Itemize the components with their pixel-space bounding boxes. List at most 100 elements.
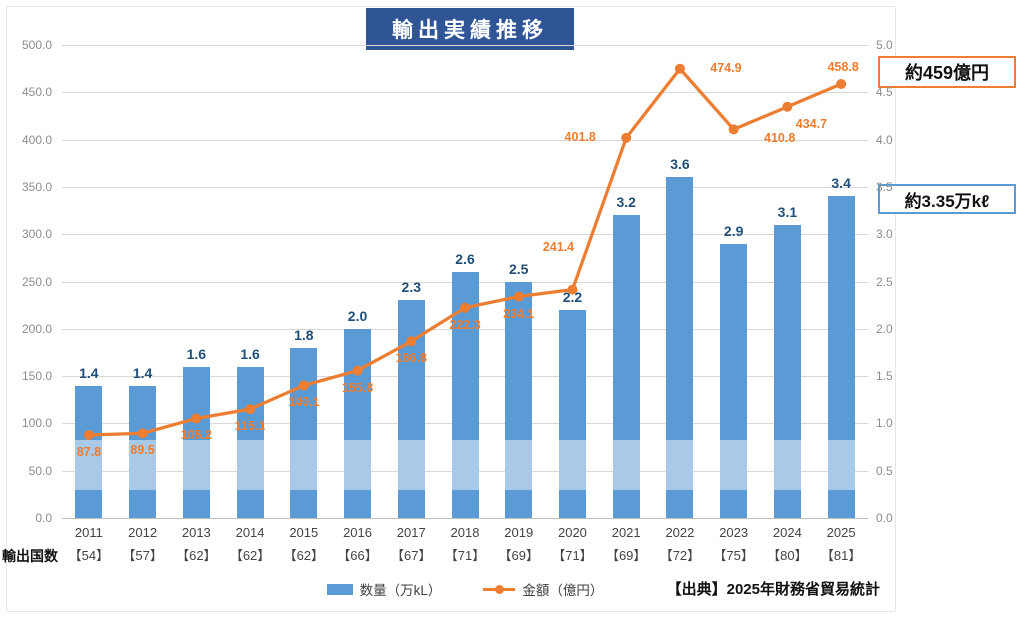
quantity-bar-value: 1.6 <box>186 345 207 362</box>
quantity-bar <box>666 177 694 518</box>
quantity-bar-value: 2.9 <box>723 222 744 239</box>
quantity-bar <box>558 309 586 518</box>
x-axis-country-count-label: 【67】 <box>391 548 432 563</box>
amount-line-value: 87.8 <box>76 444 102 459</box>
quantity-bar <box>773 224 801 518</box>
y-left-tick-label: 200.0 <box>21 321 52 336</box>
amount-line-value: 186.8 <box>395 351 427 366</box>
amount-callout: 約459億円 <box>878 56 1016 88</box>
x-axis-year-label: 2012 <box>128 525 158 540</box>
y-right-tick-label: 0.5 <box>876 463 893 478</box>
y-left-tick-label: 0.0 <box>35 511 52 525</box>
quantity-bar <box>451 272 479 518</box>
y-right-tick-label: 4.0 <box>876 132 893 147</box>
x-axis-country-count-label: 【71】 <box>444 548 486 563</box>
x-axis-year-label: 2020 <box>557 525 587 540</box>
amount-line-value: 155.8 <box>341 380 374 395</box>
line-series-swatch-icon <box>483 584 516 594</box>
quantity-bar-value: 2.5 <box>508 260 529 277</box>
amount-line-value: 222.3 <box>449 317 481 332</box>
x-axis-year-label: 2022 <box>665 525 695 540</box>
x-axis-year-label: 2017 <box>396 525 426 540</box>
legend-label-quantity: 数量（万kL） <box>359 583 442 598</box>
x-axis-country-count-label: 【71】 <box>552 548 593 563</box>
y-right-tick-label: 5.0 <box>876 38 893 52</box>
y-left-tick-label: 450.0 <box>21 85 52 100</box>
quantity-bar <box>397 300 425 518</box>
x-axis-year-label: 2018 <box>450 525 480 540</box>
chart-frame <box>6 6 896 612</box>
y-right-tick-label: 0.0 <box>876 511 893 525</box>
quantity-bar-value: 2.3 <box>401 279 421 296</box>
x-axis-country-count-label: 【66】 <box>337 548 378 563</box>
x-axis-country-count-label: 【62】 <box>283 548 325 563</box>
amount-line-value: 241.4 <box>542 239 575 254</box>
export-countries-label: 輸出国数 <box>2 548 58 564</box>
y-left-tick-label: 300.0 <box>21 227 52 242</box>
y-left-tick-label: 150.0 <box>21 369 52 384</box>
x-axis-year-label: 2016 <box>343 525 372 540</box>
x-axis-year-label: 2021 <box>611 525 641 540</box>
quantity-bar-value: 1.6 <box>240 345 260 362</box>
quantity-bar-value: 3.6 <box>670 156 690 173</box>
quantity-bar-value: 3.2 <box>616 194 636 211</box>
amount-line-value: 474.9 <box>710 60 742 75</box>
y-right-tick-label: 1.5 <box>876 369 893 384</box>
x-axis-country-count-label: 【62】 <box>229 548 271 563</box>
x-axis-country-count-label: 【54】 <box>68 548 110 563</box>
amount-line-value: 434.7 <box>795 116 828 131</box>
amount-line-value: 410.8 <box>764 131 796 146</box>
amount-line-value: 105.2 <box>180 428 212 443</box>
quantity-bar-value: 1.8 <box>294 326 314 343</box>
x-axis-year-label: 2011 <box>74 525 103 540</box>
x-axis-country-count-label: 【62】 <box>176 548 217 563</box>
y-right-tick-label: 3.0 <box>876 227 893 242</box>
y-right-tick-label: 4.5 <box>876 85 893 100</box>
y-left-tick-label: 100.0 <box>21 416 52 431</box>
x-axis-year-label: 2025 <box>826 525 856 540</box>
legend-label-amount: 金額（億円） <box>522 583 604 598</box>
amount-line-value: 234.1 <box>503 306 535 321</box>
y-right-tick-label: 3.5 <box>876 179 893 194</box>
y-left-tick-label: 250.0 <box>21 274 52 289</box>
x-axis-country-count-label: 【69】 <box>498 548 539 563</box>
quantity-bar-value: 2.2 <box>562 288 583 305</box>
source-note: 【出典】2025年財務省貿易統計 <box>666 581 880 598</box>
quantity-bar-value: 3.1 <box>777 203 798 220</box>
quantity-bar-value: 1.4 <box>132 364 153 381</box>
x-axis-year-label: 2015 <box>289 525 319 540</box>
quantity-bar <box>344 328 372 518</box>
y-right-tick-label: 2.0 <box>876 321 893 336</box>
amount-line-value: 401.8 <box>564 129 596 144</box>
amount-line-value: 140.1 <box>288 395 320 410</box>
gridline <box>62 45 868 46</box>
y-right-tick-label: 2.5 <box>876 274 893 289</box>
x-axis-country-count-label: 【75】 <box>713 548 754 563</box>
line-marker-icon <box>495 584 505 594</box>
quantity-bar-value: 1.4 <box>79 364 99 381</box>
y-left-tick-label: 500.0 <box>21 38 52 52</box>
quantity-bar-value: 3.4 <box>831 175 851 192</box>
quantity-bar <box>612 215 640 518</box>
quantity-bar <box>290 347 318 518</box>
amount-line-value: 89.5 <box>130 443 155 458</box>
quantity-bar <box>720 243 748 518</box>
legend-item-amount: 金額（億円） <box>483 579 603 599</box>
x-axis-country-count-label: 【72】 <box>659 548 701 563</box>
y-right-tick-label: 1.0 <box>876 416 893 431</box>
gridline <box>62 139 868 141</box>
x-axis-country-count-label: 【80】 <box>767 548 808 563</box>
x-axis-country-count-label: 【81】 <box>820 548 862 563</box>
quantity-callout: 約3.35万kℓ <box>878 184 1016 214</box>
legend: 数量（万kL） 金額（億円） <box>62 579 868 599</box>
x-axis-year-label: 2013 <box>181 525 211 540</box>
y-left-tick-label: 50.0 <box>28 463 52 478</box>
x-axis-country-count-label: 【57】 <box>122 548 163 563</box>
y-left-tick-label: 350.0 <box>21 179 52 194</box>
chart-title: 輸出実績推移 <box>366 8 574 50</box>
legend-item-quantity: 数量（万kL） <box>326 579 442 599</box>
x-axis-year-label: 2019 <box>504 525 534 540</box>
x-axis-year-label: 2023 <box>719 525 749 540</box>
amount-line-value: 115.1 <box>234 419 266 434</box>
